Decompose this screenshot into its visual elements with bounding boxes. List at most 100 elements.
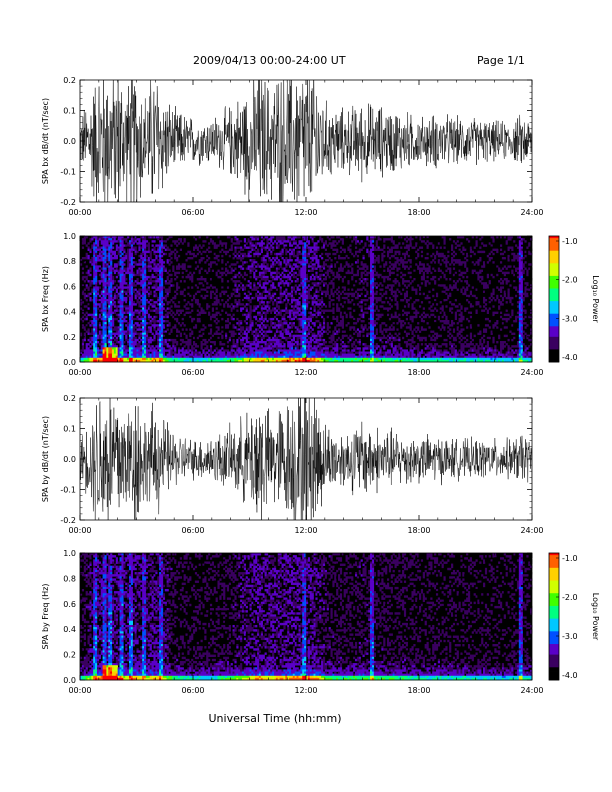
spectrogram-cell <box>317 320 320 323</box>
spectrogram-cell <box>272 326 275 329</box>
spectrogram-cell <box>262 290 265 293</box>
spectrogram-cell <box>95 334 98 338</box>
spectrogram-cell <box>279 290 282 293</box>
spectrogram-cell <box>204 353 207 356</box>
spectrogram-cell <box>164 294 167 298</box>
spectrogram-cell <box>144 307 147 310</box>
spectrogram-cell <box>330 275 333 279</box>
spectrogram-cell <box>153 292 156 296</box>
spectrogram-cell <box>93 357 96 361</box>
spectrogram-cell <box>247 250 250 254</box>
spectrogram-cell <box>121 341 124 344</box>
spectrogram-cell <box>102 347 105 350</box>
spectrogram-cell <box>121 359 124 363</box>
spectrogram-cell <box>159 257 162 260</box>
spectrogram-cell <box>255 288 258 291</box>
spectrogram-cell <box>326 353 329 356</box>
spectrogram-cell <box>307 351 311 354</box>
spectrogram-cell <box>123 351 126 354</box>
spectrogram-cell <box>302 294 305 298</box>
spectrogram-cell <box>290 330 294 333</box>
spectrogram-cell <box>144 336 147 340</box>
spectrogram-cell <box>268 301 271 304</box>
spectrogram-cell <box>285 250 288 254</box>
spectrogram-cell <box>225 320 228 323</box>
spectrogram-cell <box>189 332 192 335</box>
spectrogram-cell <box>226 351 230 354</box>
spectrogram-cell <box>272 336 275 340</box>
spectrogram-cell <box>266 275 269 279</box>
spectrogram-cell <box>117 313 120 317</box>
spectrogram-cell <box>142 280 145 283</box>
spectrogram-cell <box>149 359 152 363</box>
spectrogram-cell <box>100 317 103 321</box>
spectrogram-cell <box>83 261 86 264</box>
spectrogram-cell <box>194 261 198 264</box>
spectrogram-cell <box>157 244 160 247</box>
spectrogram-cell <box>289 294 292 298</box>
spectrogram-cell <box>225 246 228 249</box>
spectrogram-cell <box>176 271 179 275</box>
spectrogram-cell <box>176 257 179 260</box>
spectrogram-cell <box>219 315 222 319</box>
spectrogram-cell <box>127 271 130 275</box>
spectrogram-cell <box>149 257 152 260</box>
spectrogram-cell <box>102 273 105 277</box>
spectrogram-cell <box>194 299 198 302</box>
spectrogram-cell <box>326 273 329 277</box>
spectrogram-cell <box>117 236 120 239</box>
spectrogram-cell <box>95 322 98 325</box>
spectrogram-cell <box>138 290 141 293</box>
spectrogram-cell <box>193 294 196 298</box>
spectrogram-cell <box>110 355 113 359</box>
spectrogram-cell <box>106 292 109 296</box>
spectrogram-cell <box>296 257 299 260</box>
spectrogram-cell <box>247 252 250 256</box>
spectrogram-cell <box>232 338 235 342</box>
spectrogram-cell <box>157 345 160 348</box>
spectrogram-cell <box>138 353 141 356</box>
spectrogram-cell <box>132 357 135 361</box>
spectrogram-cell <box>89 351 92 354</box>
spectrogram-cell <box>290 324 294 327</box>
spectrogram-cell <box>209 296 213 300</box>
spectrogram-cell <box>277 313 280 317</box>
spectrogram-cell <box>134 273 137 277</box>
spectrogram-cell <box>315 259 318 262</box>
spectrogram-cell <box>85 355 88 359</box>
spectrogram-cell <box>117 286 120 289</box>
spectrogram-cell <box>134 263 137 266</box>
spectrogram-cell <box>240 242 243 245</box>
spectrogram-cell <box>326 244 329 247</box>
spectrogram-cell <box>95 343 98 346</box>
spectrogram-cell <box>255 263 258 266</box>
spectrogram-cell <box>138 317 141 321</box>
spectrogram-cell <box>315 273 318 277</box>
spectrogram-cell <box>319 267 322 270</box>
spectrogram-cell <box>87 254 90 258</box>
spectrogram-cell <box>121 286 124 289</box>
spectrogram-cell <box>336 242 339 245</box>
spectrogram-cell <box>145 278 149 281</box>
spectrogram-cell <box>128 351 132 354</box>
spectrogram-cell <box>294 292 297 296</box>
spectrogram-cell <box>273 326 277 329</box>
spectrogram-cell <box>296 307 299 310</box>
spectrogram-cell <box>332 334 335 338</box>
spectrogram-cell <box>91 359 94 363</box>
spectrogram-cell <box>91 259 94 262</box>
spectrogram-cell <box>159 309 162 312</box>
spectrogram-cell <box>281 324 284 327</box>
spectrogram-cell <box>289 248 292 251</box>
spectrogram-cell <box>313 313 316 317</box>
spectrogram-cell <box>313 294 316 298</box>
spectrogram-cell <box>300 271 303 275</box>
spectrogram-cell <box>181 338 184 342</box>
spectrogram-cell <box>110 343 113 346</box>
spectrogram-cell <box>257 294 260 298</box>
spectrogram-cell <box>253 315 256 319</box>
spectrogram-cell <box>264 332 267 335</box>
spectrogram-cell <box>93 317 96 321</box>
spectrogram-cell <box>81 353 85 356</box>
spectrogram-cell <box>164 307 167 310</box>
